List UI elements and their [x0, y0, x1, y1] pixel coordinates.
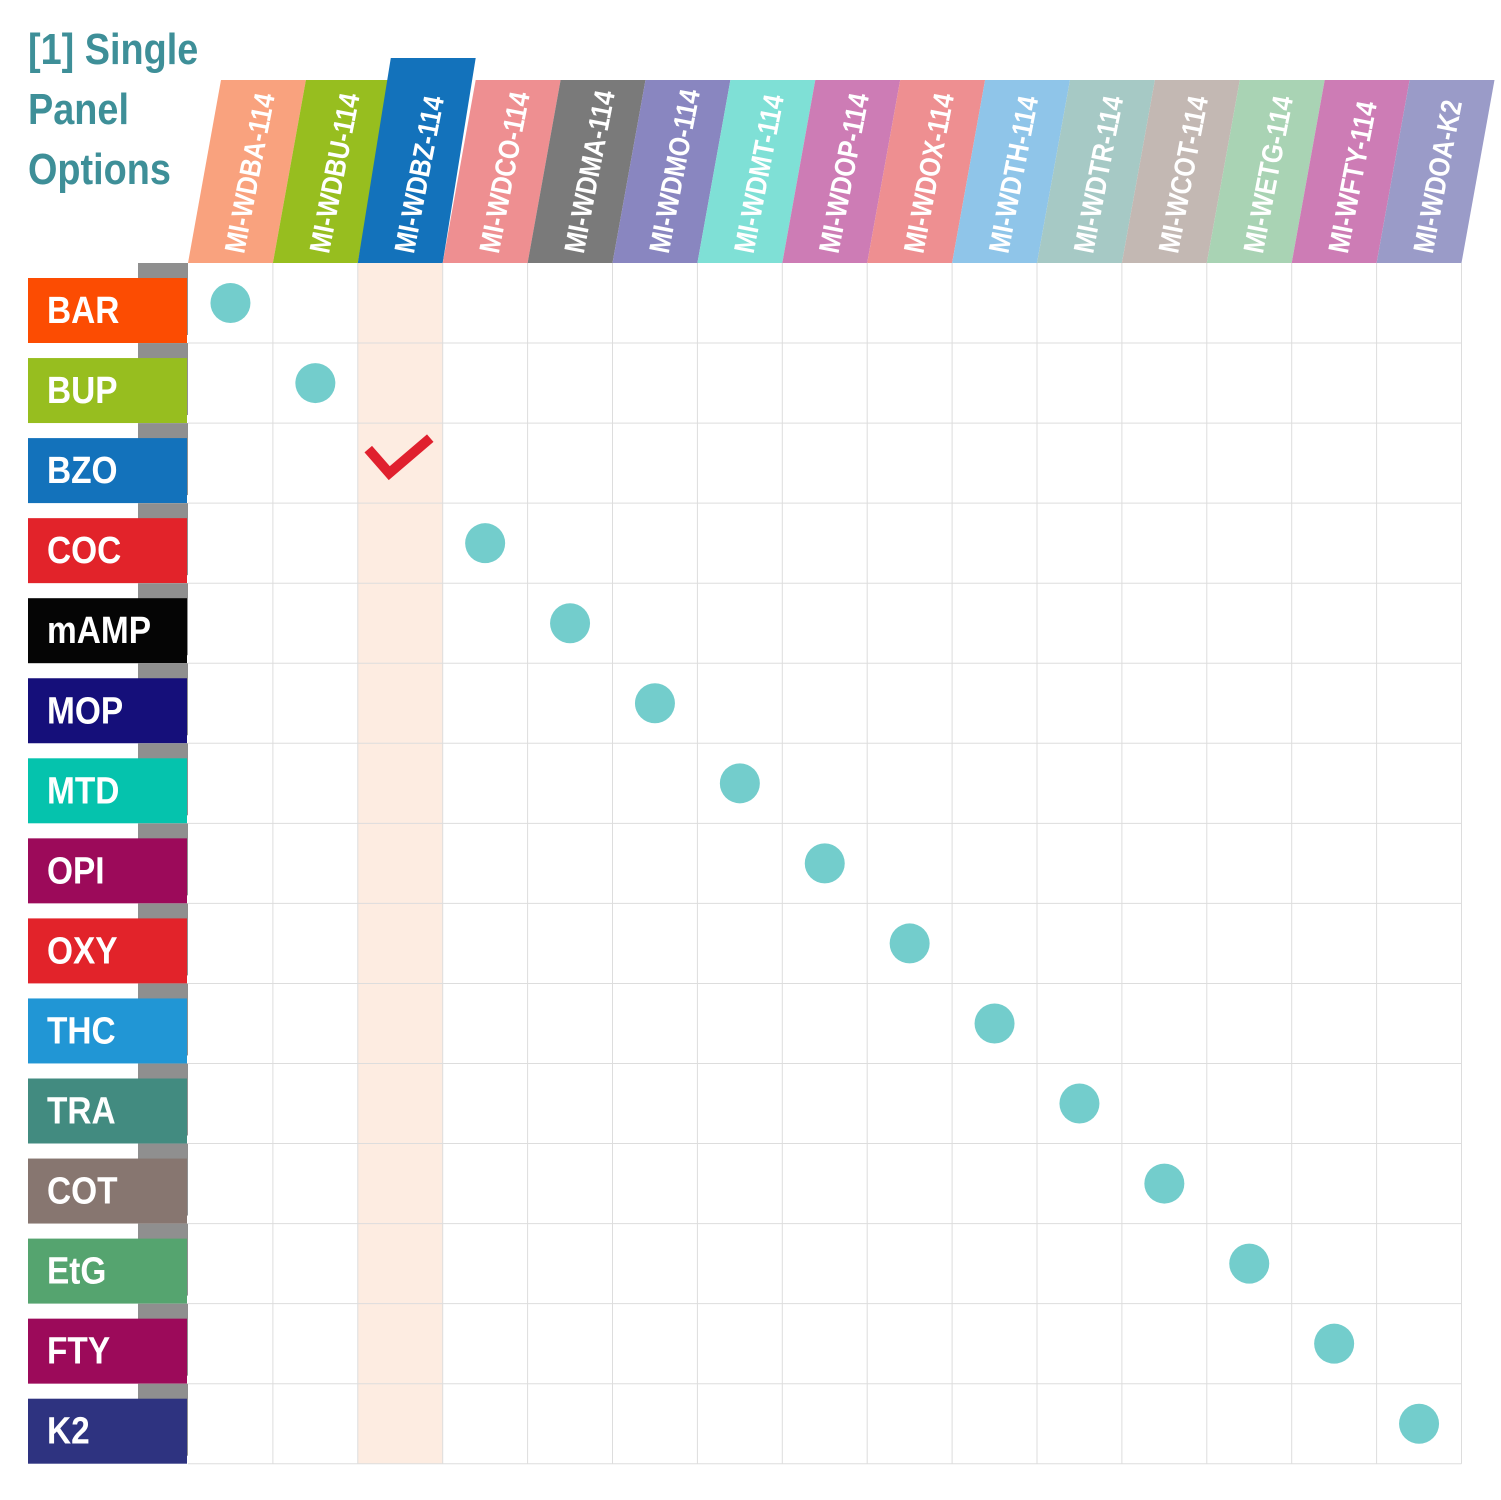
row-label: BUP: [47, 369, 118, 411]
row-label: BAR: [47, 289, 120, 331]
row-label-tab: [28, 838, 187, 904]
column-header-band: [782, 80, 901, 263]
row-label-tab: [28, 678, 187, 744]
column-header-band: [188, 80, 306, 263]
row-label-tab: [28, 598, 187, 664]
data-dot: [974, 1003, 1015, 1044]
row-label-tab: [28, 278, 187, 343]
row-label-tab: [28, 1398, 187, 1464]
data-dot: [1399, 1403, 1440, 1444]
column-header-band: [442, 80, 561, 263]
row-label: MTD: [47, 769, 119, 811]
row-label: OXY: [47, 929, 118, 971]
column-header-band: [1376, 80, 1495, 263]
data-dot: [889, 923, 930, 964]
checkmark-icon: [364, 434, 434, 481]
row-label-tab: [28, 438, 187, 504]
row-label: BZO: [47, 449, 118, 491]
data-dot: [1229, 1243, 1270, 1284]
data-dot: [210, 283, 251, 324]
column-header-band: [272, 80, 391, 263]
data-dot: [634, 683, 675, 724]
data-dot: [465, 523, 506, 564]
column-header-band: [357, 58, 476, 263]
column-header-band: [1121, 80, 1240, 263]
row-label: mAMP: [47, 609, 151, 651]
row-label-tab: [28, 1238, 187, 1304]
column-header-band: [527, 80, 646, 263]
data-dot: [550, 603, 591, 644]
data-dot: [1314, 1323, 1355, 1364]
column-header-band: [867, 80, 986, 263]
column-header-band: [1291, 80, 1410, 263]
chart-title: [1] Single Panel Options: [28, 25, 199, 194]
row-label-tab: [28, 1078, 187, 1144]
row-label-tab: [28, 918, 187, 984]
row-label: EtG: [47, 1250, 106, 1292]
row-label: FTY: [47, 1330, 110, 1372]
row-label: OPI: [47, 849, 105, 891]
row-label-tab: [28, 1318, 187, 1384]
row-label-tab: [28, 518, 187, 584]
column-header-band: [1037, 80, 1155, 263]
row-label: TRA: [47, 1090, 116, 1132]
data-dot: [1144, 1163, 1185, 1204]
data-dot: [1059, 1083, 1100, 1124]
row-label: THC: [47, 1010, 116, 1052]
row-label: COC: [47, 529, 121, 571]
row-label: COT: [47, 1170, 118, 1212]
data-dot: [719, 763, 760, 804]
data-dot: [295, 363, 336, 404]
column-header-band: [1206, 80, 1325, 263]
data-dot: [804, 843, 845, 884]
column-header-band: [952, 80, 1070, 263]
row-label: MOP: [47, 689, 123, 731]
grid-lines: [188, 263, 1462, 1465]
row-label: K2: [47, 1410, 90, 1452]
column-header-band: [697, 80, 816, 263]
row-label-tab: [28, 1158, 187, 1224]
row-label-tab: [28, 758, 187, 824]
row-label-tab: [28, 358, 187, 424]
row-label-tab: [28, 998, 187, 1064]
column-header-band: [612, 80, 731, 263]
